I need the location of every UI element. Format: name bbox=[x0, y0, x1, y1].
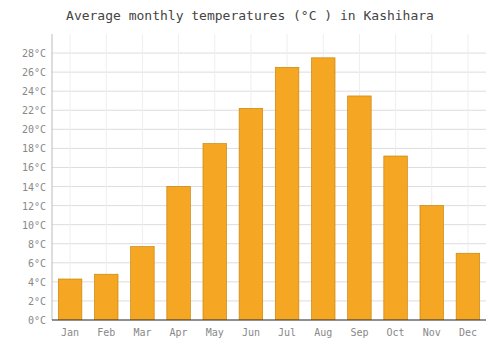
y-tick-label: 12°C bbox=[22, 201, 46, 212]
y-grid-line bbox=[52, 320, 486, 321]
x-tick-label: Feb bbox=[97, 327, 115, 338]
y-grid-line bbox=[52, 110, 486, 111]
y-tick-label: 18°C bbox=[22, 143, 46, 154]
bar bbox=[58, 279, 82, 320]
y-tick-label: 20°C bbox=[22, 124, 46, 135]
y-tick-label: 14°C bbox=[22, 182, 46, 193]
y-tick-label: 16°C bbox=[22, 162, 46, 173]
x-grid-line bbox=[70, 34, 71, 320]
y-tick-label: 8°C bbox=[28, 239, 46, 250]
bar bbox=[456, 253, 480, 320]
y-grid-line bbox=[52, 129, 486, 130]
title: Average monthly temperatures (°C ) in Ka… bbox=[66, 8, 434, 23]
y-tick-label: 22°C bbox=[22, 105, 46, 116]
x-tick-label: Dec bbox=[459, 327, 477, 338]
y-tick-label: 24°C bbox=[22, 86, 46, 97]
bar bbox=[131, 247, 155, 320]
chart-container: Average monthly temperatures (°C ) in Ka… bbox=[0, 0, 500, 350]
y-tick-label: 0°C bbox=[28, 315, 46, 326]
x-tick-label: Aug bbox=[314, 327, 332, 338]
bar bbox=[420, 206, 444, 320]
x-tick-label: Nov bbox=[423, 327, 441, 338]
bar bbox=[275, 67, 299, 320]
y-tick-label: 26°C bbox=[22, 67, 46, 78]
y-tick-label: 6°C bbox=[28, 258, 46, 269]
y-tick-label: 28°C bbox=[22, 48, 46, 59]
y-grid-line bbox=[52, 53, 486, 54]
bar bbox=[203, 144, 227, 320]
bar bbox=[311, 58, 335, 320]
x-tick-label: Oct bbox=[387, 327, 405, 338]
x-tick-label: Jun bbox=[242, 327, 260, 338]
bar bbox=[94, 274, 118, 320]
y-grid-line bbox=[52, 167, 486, 168]
y-grid-line bbox=[52, 91, 486, 92]
bar bbox=[239, 108, 263, 320]
x-tick-label: Jul bbox=[278, 327, 296, 338]
x-tick-label: May bbox=[206, 327, 224, 338]
x-tick-label: Mar bbox=[133, 327, 151, 338]
bar bbox=[348, 96, 372, 320]
y-tick-label: 4°C bbox=[28, 277, 46, 288]
y-axis-line bbox=[52, 34, 53, 320]
chart: Average monthly temperatures (°C ) in Ka… bbox=[0, 0, 500, 350]
bar bbox=[167, 187, 191, 320]
y-grid-line bbox=[52, 186, 486, 187]
bars bbox=[58, 58, 479, 320]
x-tick-label: Sep bbox=[350, 327, 368, 338]
bar bbox=[384, 156, 408, 320]
x-tick-label: Apr bbox=[170, 327, 188, 338]
y-tick-label: 2°C bbox=[28, 296, 46, 307]
x-axis-line bbox=[52, 320, 486, 321]
grid bbox=[52, 34, 486, 320]
y-grid-line bbox=[52, 72, 486, 73]
y-grid-line bbox=[52, 148, 486, 149]
y-tick-label: 10°C bbox=[22, 220, 46, 231]
x-tick-label: Jan bbox=[61, 327, 79, 338]
